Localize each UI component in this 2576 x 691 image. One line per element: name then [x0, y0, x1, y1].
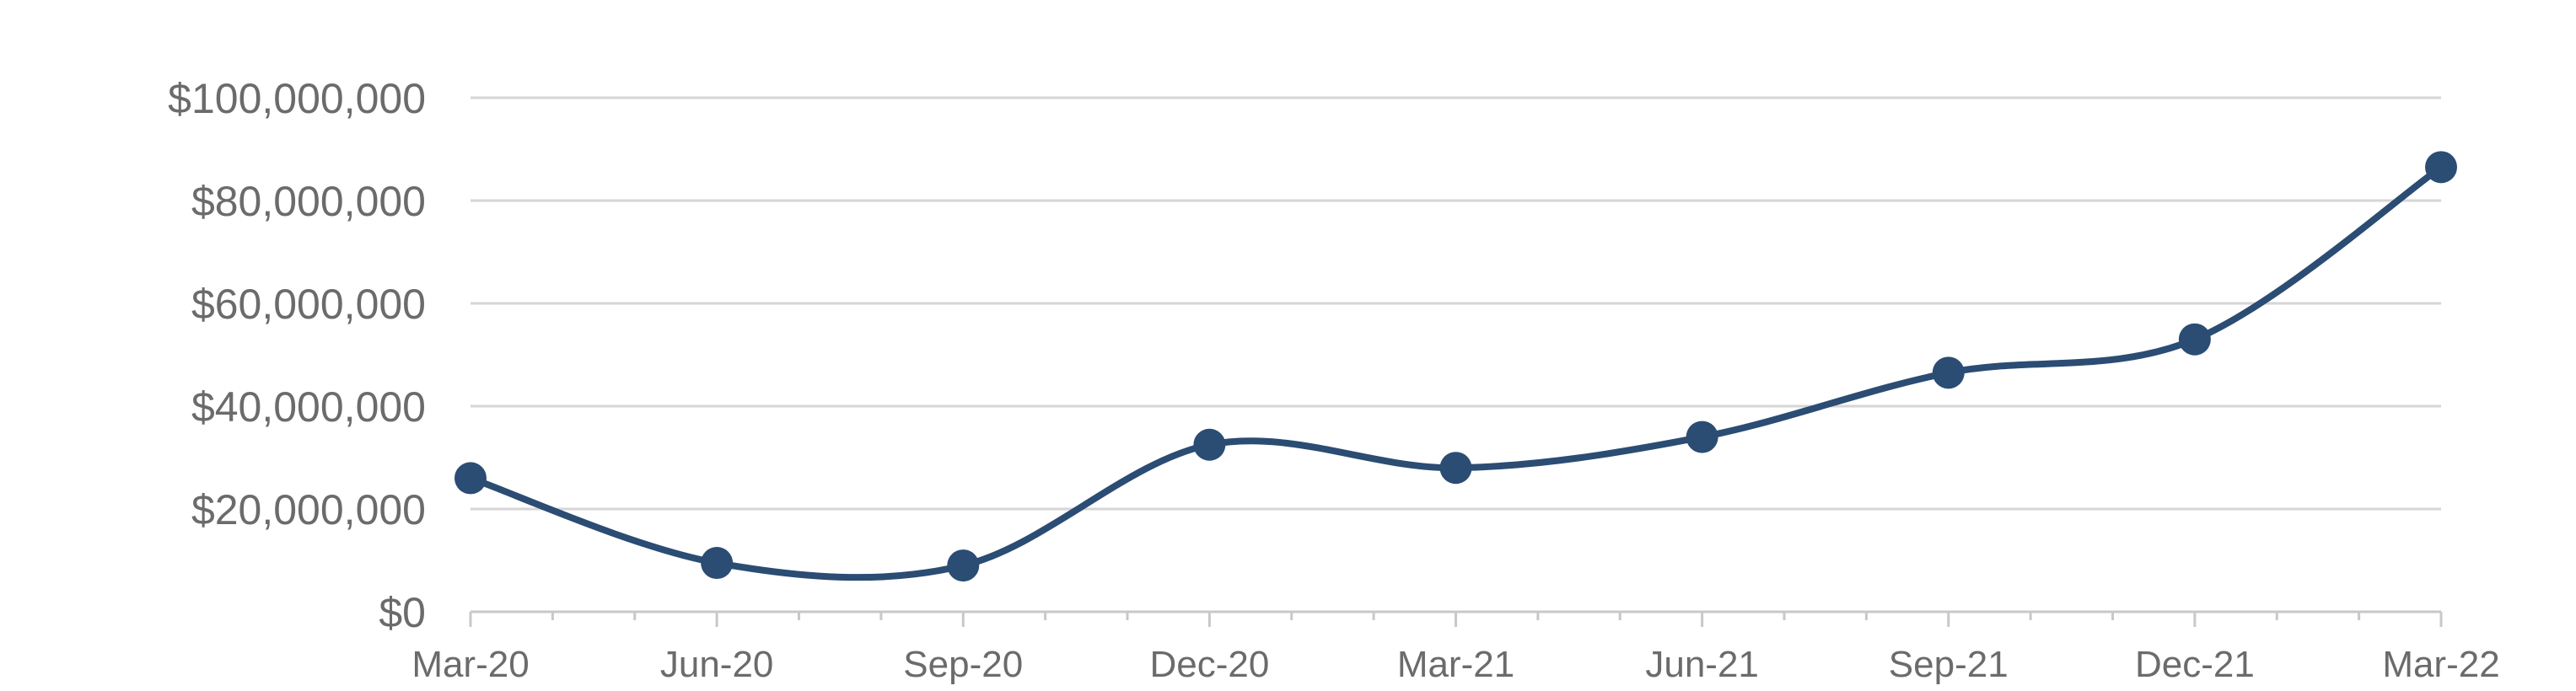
- series-line: [467, 163, 2444, 581]
- y-tick-label: $60,000,000: [191, 281, 426, 328]
- axis-layer: [469, 610, 2443, 627]
- data-point: [1193, 428, 1226, 461]
- y-tick-label: $40,000,000: [191, 383, 426, 431]
- x-tick-label: Mar-22: [2382, 644, 2499, 685]
- x-tick-label: Mar-21: [1397, 644, 1514, 685]
- data-point: [454, 462, 487, 495]
- x-tick-label: Sep-20: [903, 644, 1023, 685]
- x-tick-label: Sep-21: [1889, 644, 2009, 685]
- x-tick-label: Mar-20: [411, 644, 529, 685]
- data-point: [1439, 452, 1472, 485]
- data-point: [2425, 151, 2457, 184]
- point-layer: [454, 151, 2457, 582]
- data-point: [1932, 356, 1965, 389]
- y-tick-label: $100,000,000: [168, 75, 426, 122]
- x-tick-label: Jun-21: [1645, 644, 1759, 685]
- x-tick-label: Dec-20: [1149, 644, 1269, 685]
- y-tick-label: $20,000,000: [191, 486, 426, 533]
- y-tick-labels: $0 $20,000,000 $40,000,000 $60,000,000 $80,0…: [168, 75, 426, 636]
- line-layer: [467, 163, 2444, 581]
- data-point: [947, 549, 980, 582]
- x-tick-labels: Mar-20 Jun-20 Sep-20 Dec-20 Mar-21 Jun-21 Sep-…: [411, 644, 2499, 685]
- data-point: [1686, 420, 1718, 453]
- x-tick-label: Jun-20: [660, 644, 774, 685]
- y-tick-label: $0: [379, 589, 426, 636]
- data-point: [701, 547, 734, 580]
- x-tick-label: Dec-21: [2135, 644, 2255, 685]
- data-point: [2178, 323, 2211, 356]
- y-tick-label: $80,000,000: [191, 178, 426, 225]
- grid-layer: [471, 96, 2441, 511]
